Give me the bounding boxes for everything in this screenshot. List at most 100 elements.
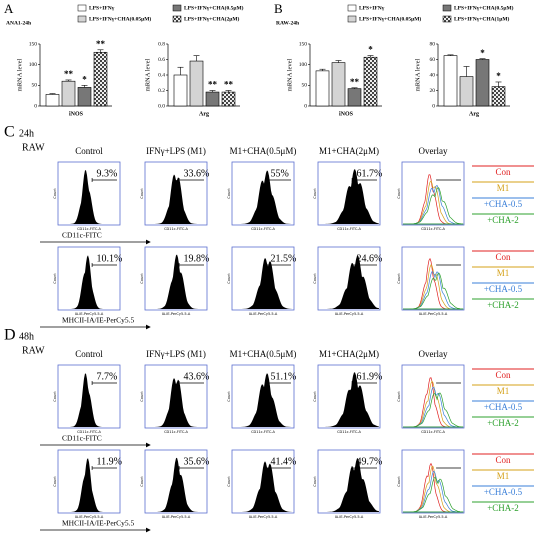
legend-swatch bbox=[172, 4, 182, 12]
histogram-x-label: IA-IE-PerCy5-5-A bbox=[335, 515, 364, 519]
histogram bbox=[146, 174, 206, 224]
histogram-y-label: Count bbox=[227, 188, 231, 199]
overlay-legend-label: M1 bbox=[497, 183, 510, 193]
histogram bbox=[233, 257, 293, 309]
legend-swatch bbox=[347, 15, 357, 23]
bar bbox=[205, 91, 220, 107]
overlay-legend-label: M1 bbox=[497, 471, 510, 481]
histogram-y-label: Count bbox=[53, 476, 57, 487]
y-tick-label: 20 bbox=[430, 88, 436, 94]
gate-percent: 9.3% bbox=[96, 168, 117, 179]
histogram bbox=[59, 255, 119, 309]
histogram-y-label: Count bbox=[397, 273, 401, 284]
histogram-x-label: IA-IE-PerCy5-5-A bbox=[249, 515, 278, 519]
gate-percent: 43.6% bbox=[183, 371, 209, 382]
histogram-y-label: Count bbox=[227, 391, 231, 402]
bar bbox=[173, 74, 188, 107]
panel-letter: A bbox=[4, 1, 14, 16]
histogram-x-label: IA-IE-PerCy5-5-A bbox=[335, 312, 364, 316]
column-header: IFNγ+LPS (M1) bbox=[146, 349, 206, 359]
histogram bbox=[233, 461, 293, 512]
histogram-y-label: Count bbox=[397, 188, 401, 199]
overlay-legend-label: Con bbox=[495, 167, 511, 177]
gate-percent: 61.7% bbox=[356, 168, 382, 179]
overlay-legend-label: M1 bbox=[497, 386, 510, 396]
histogram-x-label: IA-IE-PerCy5-5-A bbox=[419, 515, 448, 519]
section-letter: C bbox=[4, 124, 15, 141]
significance: ** bbox=[208, 80, 218, 90]
y-tick-label: 0.8 bbox=[158, 41, 165, 47]
y-tick-label: 40 bbox=[430, 72, 436, 78]
bar bbox=[315, 70, 330, 107]
gate-percent: 61.9% bbox=[356, 371, 382, 382]
y-tick-label: 150 bbox=[29, 41, 38, 47]
gate-percent: 41.4% bbox=[270, 456, 296, 467]
histogram-y-label: Count bbox=[313, 188, 317, 199]
bar bbox=[475, 59, 490, 107]
y-tick-label: 0 bbox=[432, 103, 435, 109]
gate-percent: 49.7% bbox=[356, 456, 382, 467]
legend-swatch bbox=[172, 15, 182, 23]
y-tick-label: 100 bbox=[299, 62, 308, 68]
histogram-y-label: Count bbox=[53, 391, 57, 402]
y-tick-label: 60 bbox=[430, 57, 436, 63]
overlay-legend-label: +CHA-0.5 bbox=[484, 402, 523, 412]
histogram-y-label: Count bbox=[140, 273, 144, 284]
overlay-legend-label: +CHA-2 bbox=[487, 418, 519, 428]
histogram bbox=[319, 458, 379, 512]
y-tick-label: 0 bbox=[34, 103, 37, 109]
histogram-x-label: CD11c-FITC-A bbox=[77, 227, 101, 231]
bar bbox=[77, 87, 92, 107]
x-category-label: Arg bbox=[469, 111, 479, 117]
y-axis-label: mRNA level bbox=[414, 58, 421, 91]
bar bbox=[491, 86, 506, 107]
overlay-legend-label: Con bbox=[495, 252, 511, 262]
overlay-legend-label: +CHA-0.5 bbox=[484, 199, 523, 209]
significance: * bbox=[82, 74, 87, 84]
marker-label: MHCII-IA/IE-PerCy5.5 bbox=[62, 519, 135, 528]
histogram-x-label: IA-IE-PerCy5-5-A bbox=[249, 312, 278, 316]
bar bbox=[443, 55, 458, 107]
histogram bbox=[319, 255, 379, 309]
gate-percent: 11.9% bbox=[96, 456, 121, 467]
overlay-legend-label: +CHA-0.5 bbox=[484, 487, 523, 497]
significance: * bbox=[368, 45, 373, 55]
y-axis-label: mRNA level bbox=[16, 58, 23, 91]
histogram-x-label: CD11c-FITC-A bbox=[164, 430, 188, 434]
histogram-y-label: Count bbox=[227, 273, 231, 284]
histogram-x-label: IA-IE-PerCy5-5-A bbox=[75, 515, 104, 519]
bar bbox=[459, 76, 474, 107]
significance: ** bbox=[350, 77, 360, 87]
histogram-x-label: CD11c-FITC-A bbox=[337, 430, 361, 434]
overlay-legend-label: +CHA-2 bbox=[487, 215, 519, 225]
significance: ** bbox=[96, 39, 106, 49]
significance: ** bbox=[224, 80, 234, 90]
histogram-y-label: Count bbox=[313, 273, 317, 284]
histogram bbox=[233, 170, 293, 224]
legend-swatch bbox=[442, 4, 452, 12]
legend-swatch bbox=[347, 4, 357, 12]
column-header: M1+CHA(0.5μM) bbox=[230, 349, 297, 359]
y-tick-label: 0.0 bbox=[158, 103, 165, 109]
histogram-x-label: CD11c-FITC-A bbox=[251, 227, 275, 231]
histogram-y-label: Count bbox=[140, 391, 144, 402]
y-tick-label: 0.2 bbox=[158, 88, 165, 94]
histogram-y-label: Count bbox=[140, 188, 144, 199]
legend-label: LPS+IFNγ bbox=[89, 5, 115, 11]
legend-label: LPS+IFNγ+CHA(0.5μM) bbox=[184, 4, 244, 11]
column-header: M1+CHA(2μM) bbox=[319, 146, 379, 156]
y-axis-label: mRNA level bbox=[286, 58, 293, 91]
overlay-legend-label: +CHA-0.5 bbox=[484, 284, 523, 294]
y-tick-label: 100 bbox=[29, 62, 38, 68]
panel-title: ANA1-24h bbox=[6, 20, 31, 26]
panel-letter: B bbox=[274, 1, 283, 16]
column-header: Control bbox=[75, 146, 103, 156]
legend-label: LPS+IFNγ+CHA(2μM) bbox=[184, 15, 240, 22]
gate-percent: 35.6% bbox=[183, 456, 209, 467]
histogram-y-label: Count bbox=[53, 188, 57, 199]
histogram bbox=[59, 458, 119, 512]
section-letter: D bbox=[4, 327, 16, 344]
marker-label: CD11c-FITC bbox=[62, 231, 102, 240]
overlay-curve bbox=[403, 272, 464, 310]
overlay-curve bbox=[403, 187, 464, 225]
